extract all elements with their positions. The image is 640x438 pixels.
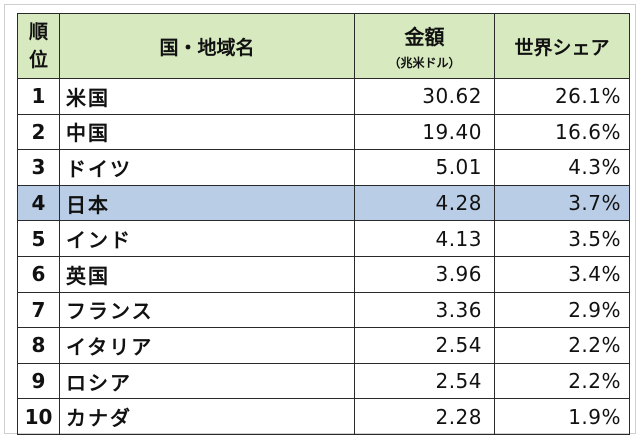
rank-cell: 1 [17, 78, 60, 115]
share-cell: 4.3% [494, 149, 630, 186]
rank-cell: 10 [17, 398, 60, 435]
rank-cell: 8 [17, 327, 60, 364]
table-row: 6 英国 3.96 3.4% [17, 255, 630, 293]
share-cell: 2.2% [494, 362, 630, 400]
amount-header: 金額 （兆米ドル） [354, 13, 495, 79]
amount-cell: 3.36 [354, 291, 495, 329]
amount-cell: 5.01 [354, 149, 495, 186]
table-row: 7 フランス 3.36 2.9% [17, 291, 630, 329]
rank-header: 順 位 [17, 13, 60, 79]
country-name-cell: インド [59, 220, 355, 257]
country-name-cell: イタリア [59, 327, 355, 364]
table-frame: 順 位 国・地域名 金額 （兆米ドル） 世界シェア 1 米国 30.62 26.1% 2… [4, 4, 636, 435]
rank-header-line-1: 順 [28, 21, 48, 43]
rank-header-line-2: 位 [28, 49, 48, 71]
country-name-cell: 中国 [59, 113, 355, 151]
table-row: 2 中国 19.40 16.6% [17, 113, 630, 151]
amount-cell: 3.96 [354, 255, 495, 293]
region-header: 国・地域名 [59, 13, 355, 79]
share-cell: 3.4% [494, 255, 630, 293]
share-cell: 3.5% [494, 220, 630, 257]
amount-cell: 4.28 [354, 184, 495, 222]
country-name-cell: 日本 [59, 184, 355, 222]
table-row: 10 カナダ 2.28 1.9% [17, 398, 630, 435]
share-cell: 1.9% [494, 398, 630, 435]
country-name-cell: ロシア [59, 362, 355, 400]
amount-cell: 4.13 [354, 220, 495, 257]
amount-header-title: 金額 [404, 25, 445, 49]
amount-cell: 2.28 [354, 398, 495, 435]
country-name-cell: 米国 [59, 78, 355, 115]
rank-cell: 3 [17, 149, 60, 186]
share-cell: 26.1% [494, 78, 630, 115]
table-row: 4 日本 4.28 3.7% [17, 184, 630, 222]
share-cell: 16.6% [494, 113, 630, 151]
rank-cell: 5 [17, 220, 60, 257]
rank-cell: 6 [17, 255, 60, 293]
rank-cell: 4 [17, 184, 60, 222]
table-row: 8 イタリア 2.54 2.2% [17, 327, 630, 364]
rank-cell: 7 [17, 291, 60, 329]
share-header: 世界シェア [494, 13, 630, 79]
gdp-ranking-table: 順 位 国・地域名 金額 （兆米ドル） 世界シェア 1 米国 30.62 26.1% 2… [17, 13, 630, 435]
country-name-cell: ドイツ [59, 149, 355, 186]
share-cell: 2.2% [494, 327, 630, 364]
country-name-cell: カナダ [59, 398, 355, 435]
table-row: 9 ロシア 2.54 2.2% [17, 362, 630, 400]
amount-cell: 30.62 [354, 78, 495, 115]
amount-cell: 2.54 [354, 362, 495, 400]
country-name-cell: 英国 [59, 255, 355, 293]
share-cell: 2.9% [494, 291, 630, 329]
country-name-cell: フランス [59, 291, 355, 329]
amount-cell: 2.54 [354, 327, 495, 364]
table-row: 1 米国 30.62 26.1% [17, 78, 630, 115]
rank-cell: 9 [17, 362, 60, 400]
table-row: 3 ドイツ 5.01 4.3% [17, 149, 630, 186]
amount-cell: 19.40 [354, 113, 495, 151]
rank-cell: 2 [17, 113, 60, 151]
table-row: 5 インド 4.13 3.5% [17, 220, 630, 257]
share-cell: 3.7% [494, 184, 630, 222]
header-row: 順 位 国・地域名 金額 （兆米ドル） 世界シェア [17, 13, 630, 79]
amount-header-unit: （兆米ドル） [388, 56, 461, 70]
